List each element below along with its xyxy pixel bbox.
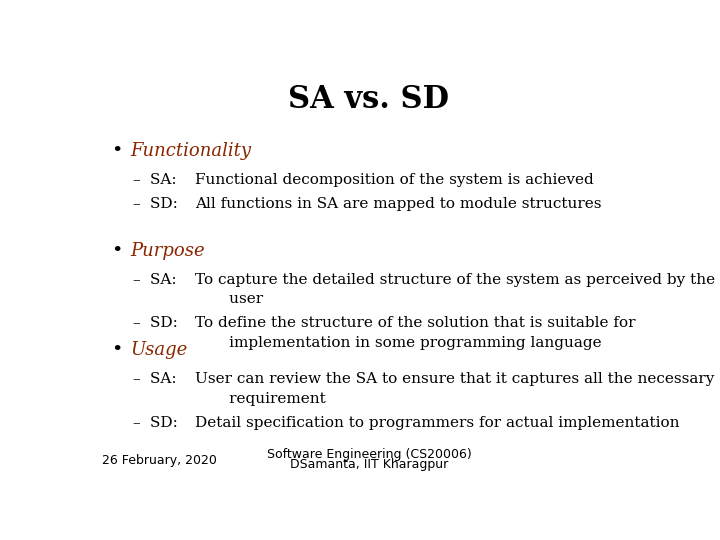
Text: SA:: SA: [150, 173, 186, 187]
Text: –: – [132, 416, 140, 430]
Text: Purpose: Purpose [130, 241, 204, 260]
Text: SD:: SD: [150, 416, 188, 430]
Text: –: – [132, 373, 140, 387]
Text: Detail specification to programmers for actual implementation: Detail specification to programmers for … [195, 416, 680, 430]
Text: SD:: SD: [150, 197, 188, 211]
Text: SA:: SA: [150, 373, 186, 387]
Text: SD:: SD: [150, 316, 188, 330]
Text: Usage: Usage [130, 341, 187, 359]
Text: –: – [132, 273, 140, 287]
Text: DSamanta, IIT Kharagpur: DSamanta, IIT Kharagpur [290, 458, 448, 471]
Text: To define the structure of the solution that is suitable for: To define the structure of the solution … [195, 316, 636, 330]
Text: Software Engineering (CS20006): Software Engineering (CS20006) [266, 448, 472, 461]
Text: implementation in some programming language: implementation in some programming langu… [195, 336, 601, 350]
Text: –: – [132, 197, 140, 211]
Text: SA vs. SD: SA vs. SD [289, 84, 449, 114]
Text: user: user [195, 293, 263, 307]
Text: –: – [132, 316, 140, 330]
Text: requirement: requirement [195, 392, 325, 406]
Text: –: – [132, 173, 140, 187]
Text: SA:: SA: [150, 273, 186, 287]
Text: •: • [111, 141, 122, 160]
Text: Functionality: Functionality [130, 141, 251, 160]
Text: User can review the SA to ensure that it captures all the necessary: User can review the SA to ensure that it… [195, 373, 714, 387]
Text: •: • [111, 241, 122, 260]
Text: Functional decomposition of the system is achieved: Functional decomposition of the system i… [195, 173, 594, 187]
Text: All functions in SA are mapped to module structures: All functions in SA are mapped to module… [195, 197, 601, 211]
Text: 26 February, 2020: 26 February, 2020 [102, 454, 217, 467]
Text: To capture the detailed structure of the system as perceived by the: To capture the detailed structure of the… [195, 273, 715, 287]
Text: •: • [111, 341, 122, 359]
